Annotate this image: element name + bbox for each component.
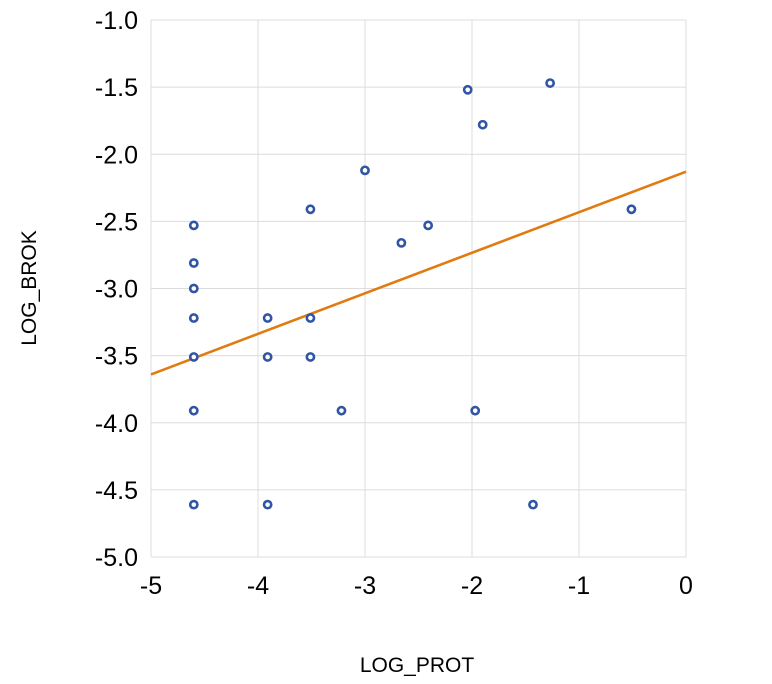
y-tick-label: -2.5 xyxy=(95,208,138,236)
scatter-point xyxy=(188,258,199,268)
scatter-point xyxy=(305,204,316,215)
y-tick-label: -4.5 xyxy=(95,477,138,505)
scatter-point xyxy=(188,283,199,294)
x-tick-label: -5 xyxy=(140,572,162,600)
y-tick-label: -1.0 xyxy=(95,7,138,35)
x-tick-label: 0 xyxy=(679,572,693,600)
scatter-point xyxy=(262,313,273,323)
scatter-point xyxy=(470,405,481,416)
y-axis-ticks: -1.0 -1.5 -2.0 -2.5 -3.0 -3.5 -4.0 -4.5 -5.0 xyxy=(95,7,138,572)
scatter-point xyxy=(188,352,199,362)
y-axis-title: LOG_BROK xyxy=(18,230,41,346)
scatter-point xyxy=(262,352,273,362)
scatter-point xyxy=(477,119,488,130)
scatter-point xyxy=(336,405,347,416)
x-tick-label: -1 xyxy=(568,572,590,600)
data-points xyxy=(188,78,637,510)
scatter-point xyxy=(188,313,199,323)
y-tick-label: -1.5 xyxy=(95,74,138,102)
scatter-point xyxy=(360,165,370,176)
scatter-point xyxy=(626,204,637,215)
scatter-point xyxy=(188,220,199,231)
scatter-point xyxy=(305,352,316,362)
scatter-point xyxy=(262,499,273,510)
scatter-point xyxy=(305,313,316,323)
scatter-point xyxy=(462,84,473,95)
x-axis-title: LOG_PROT xyxy=(360,654,475,677)
scatter-point xyxy=(396,237,407,248)
linear-trendline xyxy=(150,170,687,376)
x-axis-ticks: -5 -4 -3 -2 -1 0 xyxy=(140,572,693,600)
scatter-point xyxy=(188,499,199,510)
y-tick-label: -3.0 xyxy=(95,276,138,304)
scatter-point xyxy=(528,499,538,510)
scatter-point xyxy=(545,78,556,88)
y-tick-label: -5.0 xyxy=(95,544,138,572)
x-tick-label: -4 xyxy=(247,572,269,600)
gridlines xyxy=(150,19,687,558)
y-tick-label: -3.5 xyxy=(95,343,138,371)
y-tick-label: -2.0 xyxy=(95,141,138,169)
y-tick-label: -4.0 xyxy=(95,410,138,438)
x-tick-label: -2 xyxy=(461,572,483,600)
scatter-point xyxy=(423,220,434,231)
scatter-point xyxy=(188,405,199,416)
x-tick-label: -3 xyxy=(354,572,376,600)
trendline-layer xyxy=(150,170,687,376)
